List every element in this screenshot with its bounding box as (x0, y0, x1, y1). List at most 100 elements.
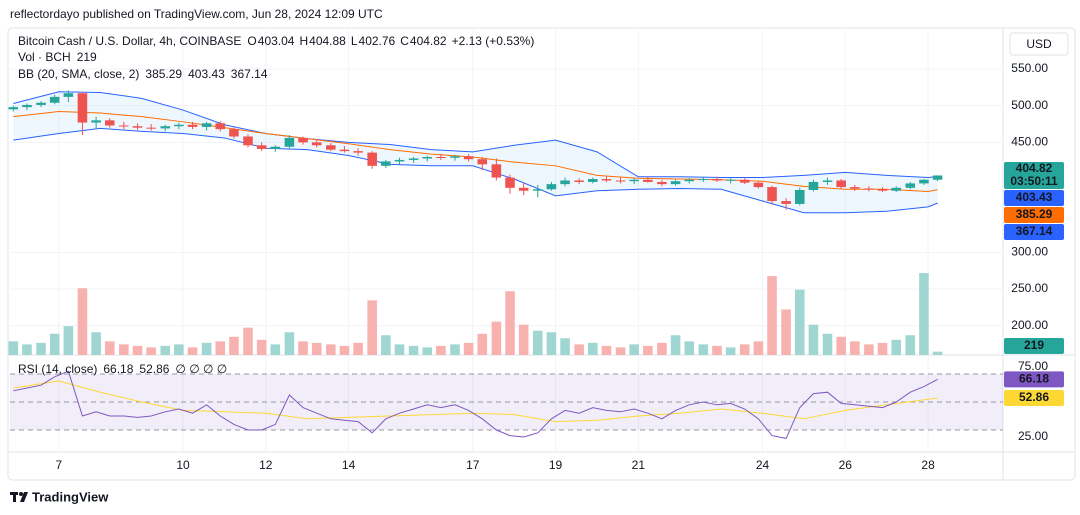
candle-body (22, 104, 32, 108)
rsi-extra: ∅ ∅ ∅ ∅ (175, 362, 227, 376)
volume-bar (119, 344, 129, 355)
volume-bar (187, 347, 198, 355)
price-marker-label: 367.14 (1016, 224, 1053, 238)
candle-body (518, 187, 529, 191)
candle-body (698, 179, 709, 181)
volume-bar (767, 276, 777, 355)
y-tick-label: 250.00 (1011, 281, 1048, 295)
candle-body (670, 181, 681, 185)
chart-frame (7, 27, 1076, 481)
candle-body (560, 180, 570, 185)
candle-body (932, 175, 943, 180)
candle-body (353, 151, 363, 153)
candle-body (767, 187, 777, 202)
volume-bar (436, 345, 446, 355)
volume-bar (532, 330, 543, 355)
candle-body (836, 180, 846, 188)
volume-bar (491, 321, 502, 355)
ohlc-value: 404.88 (309, 34, 346, 48)
volume-bar (877, 342, 888, 355)
volume-bar (518, 324, 529, 355)
y-tick-label: 300.00 (1011, 245, 1048, 259)
volume-bar (629, 344, 639, 355)
volume-bar (36, 342, 46, 355)
volume-bar (753, 341, 764, 355)
volume-bar (864, 344, 874, 355)
price-marker (1004, 161, 1064, 189)
candle-body (119, 125, 129, 127)
candle-body (574, 180, 584, 182)
candle-body (712, 179, 722, 181)
volume-bar (215, 341, 226, 355)
x-tick-label: 21 (632, 458, 646, 472)
y-tick-label: 200.00 (1011, 318, 1048, 332)
price-marker-label: 404.82 (1016, 161, 1053, 175)
volume-bar (229, 336, 239, 355)
candle-body (8, 107, 19, 110)
price-marker-label: 219 (1024, 338, 1044, 352)
volume-bar (91, 332, 101, 355)
ohlc-label: O (247, 34, 256, 48)
candle-body (311, 142, 322, 146)
candle-body (339, 149, 350, 152)
y-tick-label: 450.00 (1011, 135, 1048, 149)
volume-bar (850, 341, 860, 355)
candle-body (739, 179, 750, 183)
volume-bar (712, 345, 722, 355)
volume-bar (201, 342, 212, 355)
candle-body (270, 146, 281, 149)
price-marker (1004, 223, 1064, 240)
candle-body (919, 179, 929, 184)
x-tick-label: 17 (466, 458, 480, 472)
volume-bar (670, 335, 681, 355)
x-tick-label: 28 (921, 458, 935, 472)
volume-bar (684, 341, 695, 355)
ohlc-value: 402.76 (359, 34, 396, 48)
candle-body (436, 157, 446, 159)
volume-bar (836, 336, 846, 355)
volume-bar (657, 342, 667, 355)
candle-body (381, 161, 391, 166)
legend-title: Bitcoin Cash / U.S. Dollar, 4h, COINBASE (18, 34, 241, 48)
volume-bar (560, 338, 570, 355)
candle-body (905, 183, 916, 188)
price-marker (1004, 206, 1064, 223)
volume-bar (891, 339, 901, 355)
ohlc-value: 403.04 (258, 34, 295, 48)
volume-bar (174, 344, 184, 355)
candle-body (794, 190, 805, 204)
volume-bar (615, 347, 626, 355)
candle-body (243, 136, 253, 146)
rsi-tick-label: 75.00 (1018, 359, 1048, 373)
volume-bar (132, 345, 143, 355)
price-marker-label: 03:50:11 (1010, 174, 1058, 188)
price-marker-label: 403.43 (1016, 190, 1053, 204)
candle-body (187, 124, 198, 127)
candle-body (781, 201, 791, 204)
bb-basis-value: 385.29 (145, 67, 182, 81)
candle-body (49, 96, 60, 103)
volume-bar (781, 309, 791, 355)
rsi-tick-label: 25.00 (1018, 429, 1048, 443)
candle-body (215, 123, 226, 130)
candle-body (91, 120, 101, 123)
candle-body (326, 145, 336, 150)
candle-body (864, 188, 874, 190)
volume-bar (408, 345, 419, 355)
volume-bar (477, 333, 488, 355)
candle-body (629, 179, 639, 182)
x-tick-label: 14 (342, 458, 356, 472)
volume-bar (381, 335, 391, 355)
volume-bar (284, 332, 295, 355)
volume-legend: Vol · BCH (18, 50, 71, 64)
volume-bar (22, 344, 32, 355)
candle-body (408, 158, 419, 160)
bb-upper (13, 91, 938, 179)
volume-bar (77, 288, 88, 355)
candle-body (891, 187, 901, 191)
volume-bar (243, 327, 253, 355)
price-marker-label: 385.29 (1016, 207, 1053, 221)
candle-body (850, 187, 860, 189)
currency-button[interactable] (1009, 32, 1069, 56)
publish-header: reflectordayo published on TradingView.c… (10, 7, 383, 21)
